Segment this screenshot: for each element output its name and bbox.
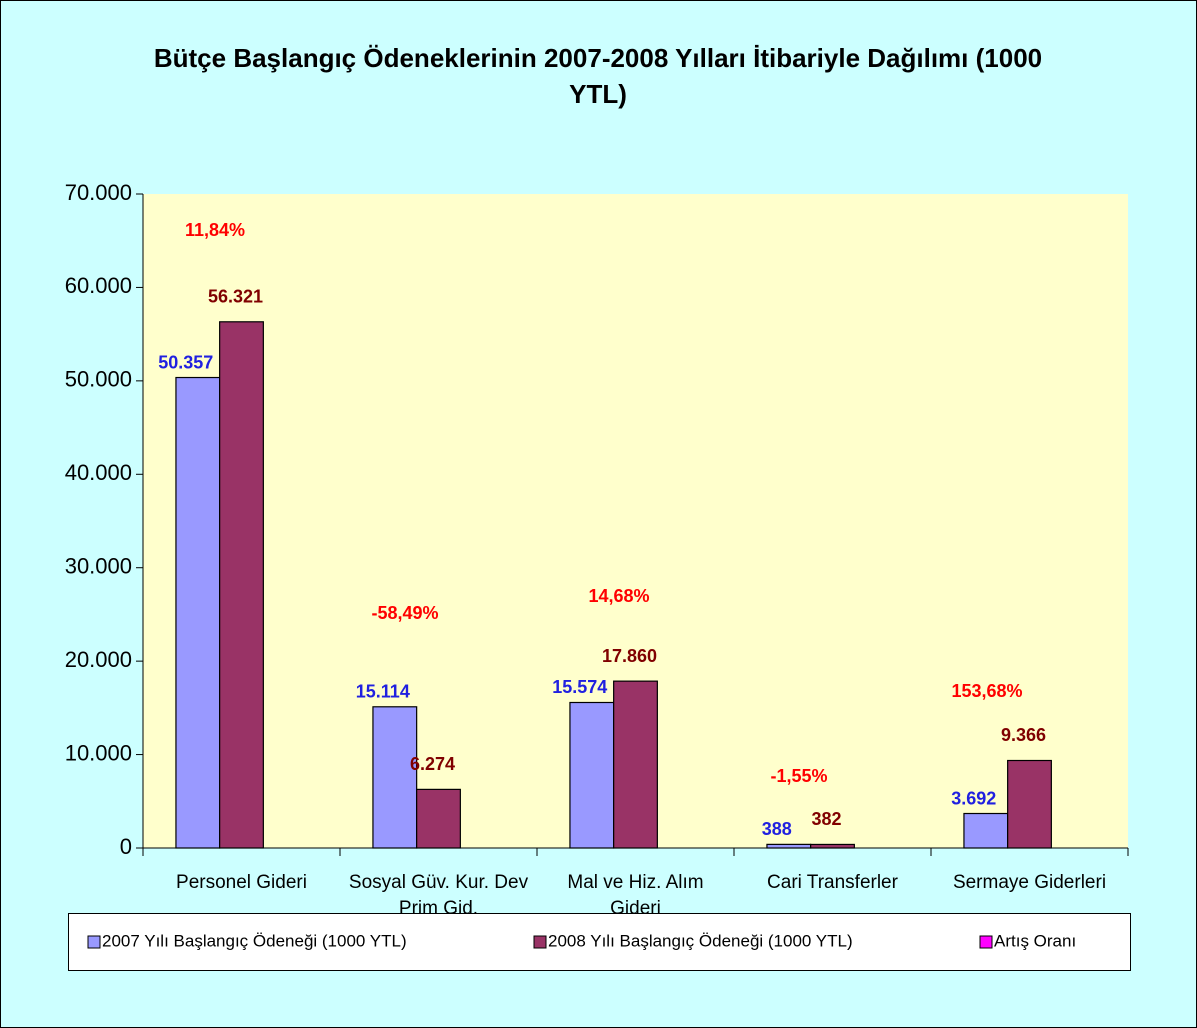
y-tick-label: 70.000	[65, 180, 132, 205]
data-label: 9.366	[1001, 725, 1046, 745]
y-tick-label: 30.000	[65, 554, 132, 579]
rate-label: 11,84%	[185, 220, 245, 240]
y-tick-label: 40.000	[65, 460, 132, 485]
bar	[963, 812, 1009, 849]
x-tick-label: Mal ve Hiz. Alım Gideri	[567, 872, 704, 919]
data-label: 17.860	[602, 646, 657, 666]
data-label: 15.114	[356, 682, 410, 702]
legend-swatch	[533, 935, 547, 949]
legend-swatch	[979, 935, 993, 949]
bar	[613, 680, 658, 849]
legend-label: Artış Oranı	[994, 931, 1076, 950]
data-label: 382	[811, 809, 841, 829]
legend-label: 2008 Yılı Başlangıç Ödeneği (1000 YTL)	[548, 931, 853, 950]
x-tick-label: Cari Transferler	[767, 872, 898, 893]
rate-label: 14,68%	[588, 586, 649, 606]
x-tick-label: Personel Gideri	[176, 872, 307, 893]
y-tick-label: 20.000	[65, 647, 132, 672]
x-tick-label: Sosyal Güv. Kur. Dev Prim Gid.	[348, 872, 529, 919]
y-tick-label: 50.000	[65, 367, 132, 392]
data-label: 6.274	[410, 754, 455, 774]
chart-title: Bütçe Başlangıç Ödeneklerinin 2007-2008 …	[153, 43, 1043, 109]
bar	[766, 843, 812, 849]
x-tick-label: Sermaye Giderleri	[952, 872, 1107, 893]
data-label: 3.692	[951, 788, 996, 808]
bar	[219, 321, 264, 849]
y-tick-label: 10.000	[65, 740, 132, 765]
y-tick-label: 0	[120, 834, 132, 859]
data-label: 388	[762, 819, 792, 839]
bar	[1007, 759, 1052, 849]
data-label: 50.357	[158, 352, 213, 372]
bar	[372, 706, 418, 849]
bar	[416, 788, 461, 849]
bar	[810, 843, 855, 849]
bar	[569, 701, 615, 849]
bar	[175, 376, 221, 849]
data-label: 15.574	[552, 677, 607, 697]
rate-label: -1,55%	[770, 766, 827, 786]
data-label: 56.321	[208, 287, 263, 307]
rate-label: -58,49%	[371, 603, 438, 623]
y-tick-label: 60.000	[65, 273, 132, 298]
legend-swatch	[87, 935, 101, 949]
rate-label: 153,68%	[951, 681, 1022, 701]
legend-box	[68, 913, 1131, 971]
legend-label: 2007 Yılı Başlangıç Ödeneği (1000 YTL)	[102, 931, 407, 950]
